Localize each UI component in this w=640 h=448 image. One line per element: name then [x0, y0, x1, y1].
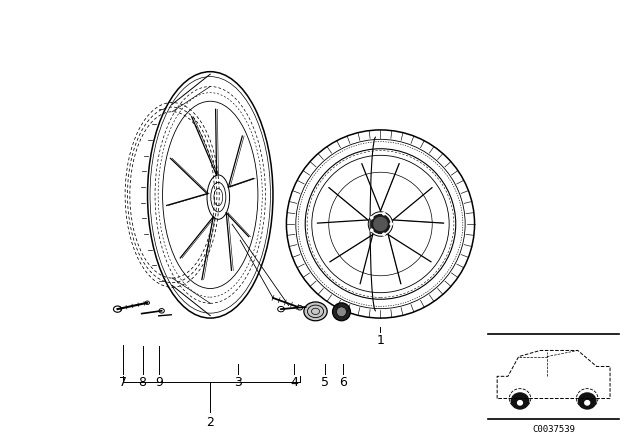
Ellipse shape [113, 306, 122, 312]
Circle shape [383, 213, 385, 215]
Ellipse shape [337, 307, 346, 317]
Ellipse shape [278, 306, 284, 312]
Text: 4: 4 [291, 376, 298, 389]
Circle shape [390, 223, 392, 225]
Circle shape [371, 229, 373, 232]
Text: 1: 1 [376, 334, 385, 347]
Circle shape [511, 393, 529, 409]
Ellipse shape [304, 302, 327, 321]
Circle shape [383, 233, 385, 235]
Ellipse shape [333, 303, 351, 321]
Circle shape [518, 401, 522, 405]
Circle shape [371, 216, 373, 219]
Text: C0037539: C0037539 [532, 425, 575, 434]
Text: 5: 5 [321, 376, 330, 389]
Circle shape [374, 217, 387, 231]
Text: 7: 7 [119, 376, 127, 389]
Text: 8: 8 [139, 376, 147, 389]
Text: 9: 9 [155, 376, 163, 389]
Circle shape [585, 401, 589, 405]
Text: 2: 2 [206, 416, 214, 429]
Text: 3: 3 [234, 376, 243, 389]
Circle shape [371, 215, 390, 233]
Text: 6: 6 [339, 376, 347, 389]
Circle shape [579, 393, 596, 409]
